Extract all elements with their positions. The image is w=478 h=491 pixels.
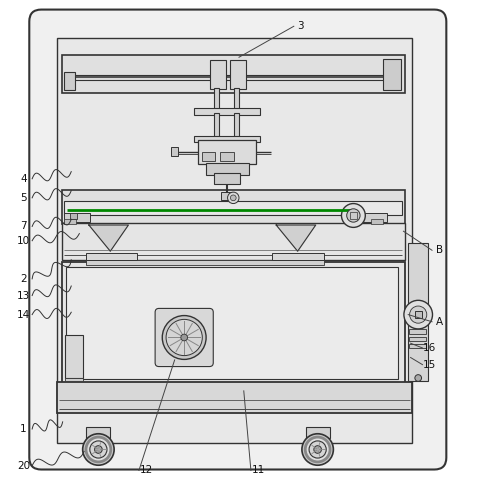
Bar — [349, 212, 357, 219]
Circle shape — [309, 441, 326, 458]
Bar — [220, 152, 234, 161]
Bar — [86, 260, 324, 265]
Text: A: A — [435, 317, 443, 327]
Text: 12: 12 — [140, 465, 152, 475]
Circle shape — [341, 204, 365, 227]
Circle shape — [181, 334, 187, 341]
Polygon shape — [276, 225, 316, 251]
Bar — [65, 335, 83, 378]
Circle shape — [314, 446, 321, 453]
Circle shape — [228, 192, 239, 204]
Bar — [70, 213, 77, 219]
Bar — [198, 140, 256, 164]
Circle shape — [86, 437, 111, 462]
Bar — [87, 427, 110, 437]
Circle shape — [410, 306, 427, 323]
Bar — [65, 378, 83, 382]
Bar — [64, 213, 90, 222]
Bar — [409, 329, 426, 334]
Bar — [272, 253, 324, 260]
Bar — [409, 344, 426, 348]
Text: 13: 13 — [17, 291, 30, 300]
Bar — [194, 136, 261, 141]
Bar — [234, 113, 239, 138]
Circle shape — [95, 446, 102, 453]
Bar — [409, 336, 426, 341]
Bar — [62, 222, 405, 260]
Bar — [206, 163, 249, 175]
Circle shape — [305, 437, 330, 462]
Circle shape — [162, 316, 206, 359]
Circle shape — [83, 434, 114, 465]
Bar — [64, 219, 76, 224]
Bar — [62, 262, 405, 384]
Text: 14: 14 — [17, 310, 30, 320]
Bar — [221, 191, 233, 200]
Circle shape — [404, 300, 433, 329]
Bar — [234, 88, 239, 112]
Bar — [383, 58, 401, 90]
FancyBboxPatch shape — [155, 308, 213, 367]
Bar — [64, 72, 75, 90]
Circle shape — [415, 375, 422, 382]
Bar — [171, 147, 178, 156]
Text: 15: 15 — [423, 359, 436, 370]
Bar — [408, 243, 428, 382]
Text: 7: 7 — [20, 221, 27, 231]
Bar — [415, 311, 422, 318]
Circle shape — [230, 195, 236, 201]
Bar — [57, 382, 412, 413]
Bar — [62, 190, 405, 224]
Text: 20: 20 — [17, 461, 30, 471]
Bar — [230, 59, 246, 89]
Bar — [57, 38, 412, 443]
Bar — [66, 267, 398, 379]
Circle shape — [302, 434, 333, 465]
Text: 2: 2 — [20, 274, 27, 284]
Bar — [214, 173, 240, 184]
Text: B: B — [435, 246, 443, 255]
Bar — [210, 59, 226, 89]
Bar — [214, 88, 219, 112]
Bar — [86, 253, 137, 260]
Circle shape — [347, 209, 360, 222]
Bar — [64, 201, 402, 216]
Text: 11: 11 — [251, 465, 265, 475]
Text: 4: 4 — [20, 174, 27, 184]
Circle shape — [166, 319, 202, 355]
Bar — [62, 55, 405, 93]
Text: 3: 3 — [298, 21, 304, 31]
Bar — [371, 219, 383, 224]
Text: 10: 10 — [17, 236, 30, 246]
Bar — [202, 152, 215, 161]
Bar — [306, 427, 329, 437]
Text: 5: 5 — [20, 193, 27, 203]
Text: 16: 16 — [423, 343, 436, 353]
Bar — [158, 311, 210, 364]
FancyBboxPatch shape — [29, 10, 446, 469]
Bar — [360, 213, 387, 222]
Text: 1: 1 — [20, 424, 27, 434]
Polygon shape — [89, 225, 129, 251]
Bar — [194, 108, 261, 115]
Circle shape — [90, 441, 107, 458]
Bar — [214, 113, 219, 138]
